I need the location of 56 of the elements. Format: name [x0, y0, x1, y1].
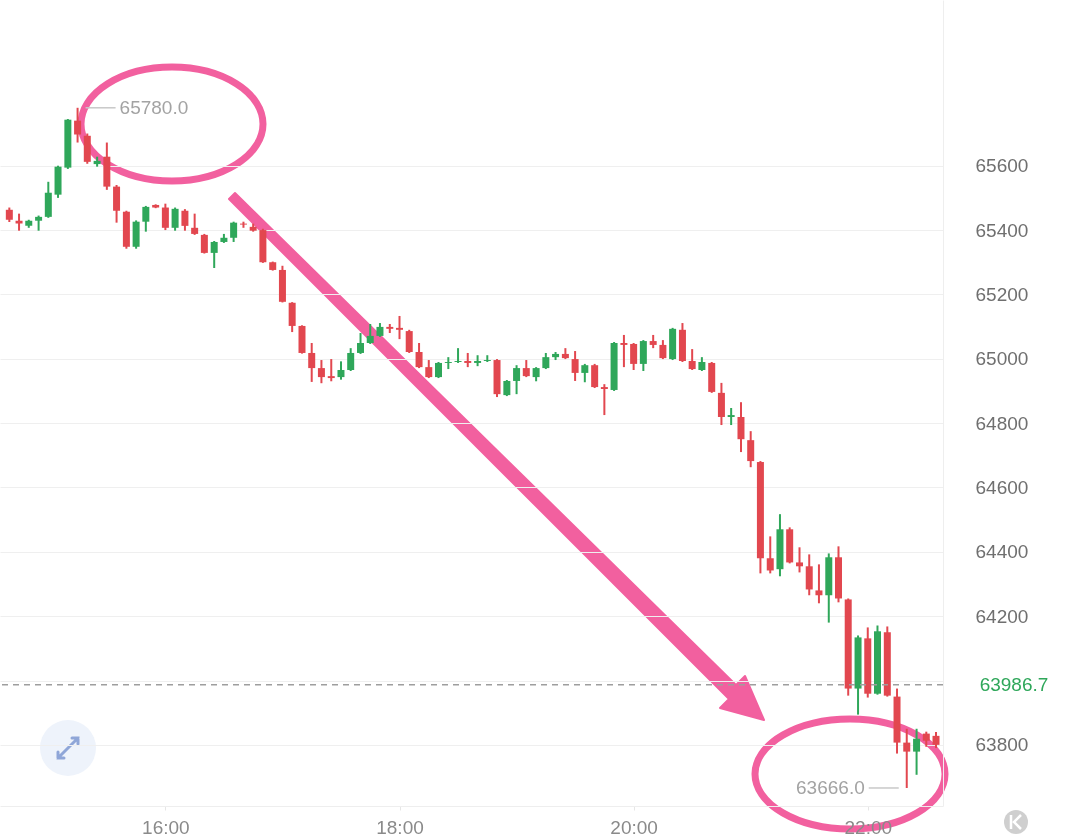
candlestick	[191, 212, 199, 236]
candlestick	[337, 360, 345, 381]
candlestick	[513, 364, 521, 396]
candlestick	[308, 341, 316, 383]
candlestick	[142, 204, 150, 233]
candlestick	[903, 727, 911, 789]
candlestick	[639, 339, 647, 372]
candlestick	[737, 401, 745, 454]
candlestick	[600, 383, 608, 417]
y-tick-label: 64800	[975, 412, 1029, 434]
candlestick	[796, 546, 804, 574]
candlestick	[366, 323, 374, 345]
x-tick-label: 16:00	[142, 816, 190, 835]
candlestick	[327, 358, 335, 383]
y-tick-label: 65400	[975, 219, 1029, 241]
candlestick	[766, 535, 774, 575]
candlestick	[200, 232, 208, 255]
candlestick	[230, 220, 238, 243]
annotation: 63666.0	[796, 776, 865, 798]
candlestick	[659, 339, 667, 361]
candlestick	[454, 347, 462, 364]
candlestick	[288, 301, 296, 334]
candlestick	[317, 359, 325, 385]
y-tick-label: 64400	[975, 541, 1029, 563]
candlestick	[405, 328, 413, 354]
candlestick	[805, 553, 813, 597]
candlestick	[396, 314, 404, 341]
candlestick	[181, 208, 189, 232]
annotation: 65780.0	[119, 96, 189, 118]
candlestick	[913, 727, 921, 776]
y-tick-label: 64200	[975, 605, 1029, 627]
y-tick-label: 65000	[975, 348, 1029, 370]
x-tick-label: 18:00	[376, 816, 424, 835]
candlestick	[630, 341, 638, 372]
candlestick	[347, 347, 355, 372]
candlestick	[815, 563, 823, 605]
candlestick	[425, 359, 433, 380]
ref-line-label: 63986.7	[979, 673, 1049, 695]
candlestick	[171, 206, 179, 232]
candlestick	[444, 356, 452, 371]
candlestick	[591, 362, 599, 390]
candlestick	[571, 350, 579, 382]
y-tick-label: 65200	[975, 283, 1029, 305]
y-tick-label: 64600	[975, 476, 1029, 498]
candlestick	[210, 240, 218, 270]
candlestick	[161, 202, 169, 232]
y-tick-label: 65600	[975, 155, 1029, 177]
x-tick-label: 20:00	[610, 816, 658, 835]
candlestick	[581, 362, 589, 384]
y-tick-label: 63800	[975, 734, 1029, 756]
candlestick	[357, 332, 365, 355]
candlestick	[620, 333, 628, 369]
candlestick	[415, 341, 423, 370]
candlestick	[688, 348, 696, 372]
candlestick	[74, 106, 82, 144]
candlestick	[747, 430, 755, 469]
